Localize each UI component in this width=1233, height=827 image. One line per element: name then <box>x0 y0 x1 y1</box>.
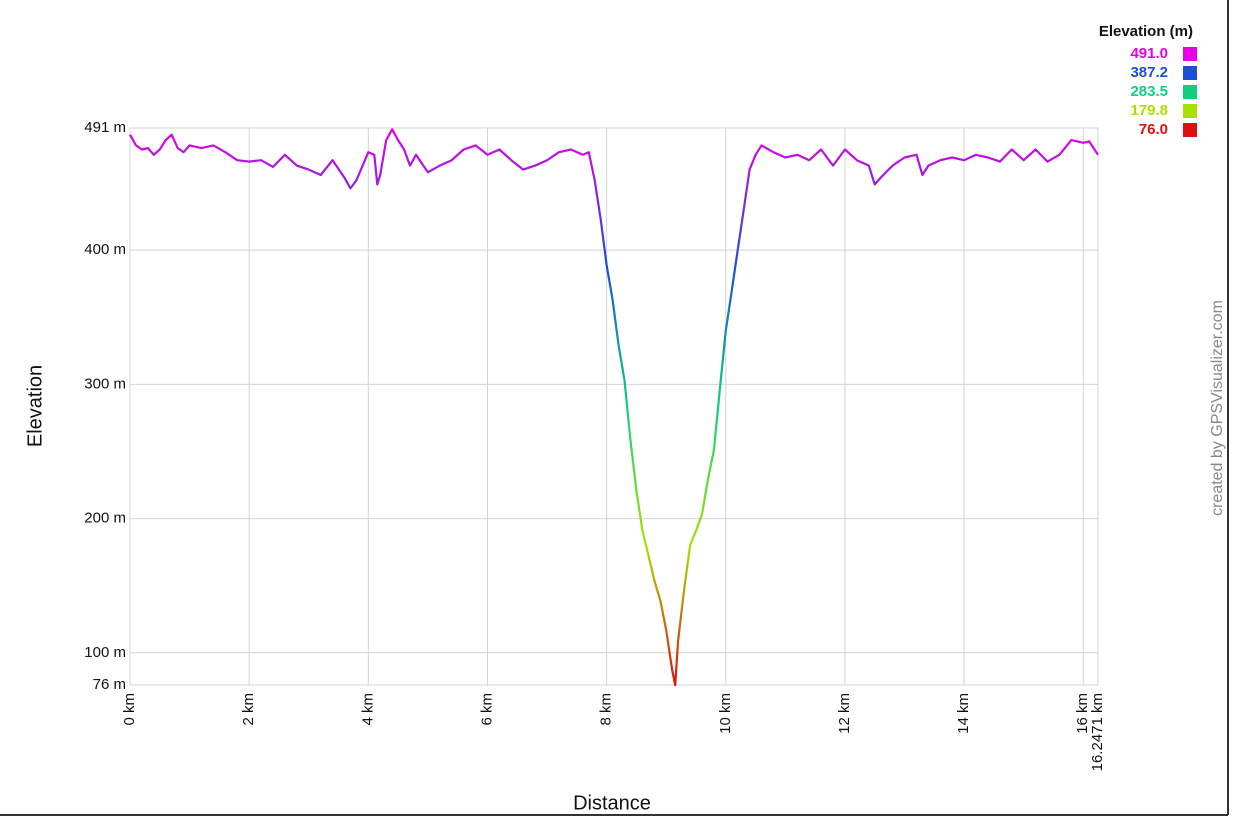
plot-frame <box>129 127 1099 686</box>
x-tick-label: 12 km <box>836 693 853 734</box>
x-axis-label: Distance <box>573 792 651 814</box>
elevation-line <box>129 128 1099 687</box>
legend-swatch <box>1183 47 1197 61</box>
y-tick-label: 400 m <box>84 241 126 258</box>
y-tick-label: 100 m <box>84 644 126 661</box>
y-tick-label: 200 m <box>84 510 126 527</box>
legend-label: 283.5 <box>1130 83 1168 100</box>
x-tick-label: 14 km <box>955 693 972 734</box>
legend-swatch <box>1183 123 1197 137</box>
x-tick-label: 2 km <box>240 693 257 726</box>
legend-title: Elevation (m) <box>1099 23 1193 40</box>
y-tick-label: 300 m <box>84 375 126 392</box>
legend-label: 76.0 <box>1139 121 1168 138</box>
x-tick-label: 0 km <box>121 693 138 726</box>
legend-swatch <box>1183 85 1197 99</box>
credit: created by GPSVisualizer.com <box>1209 300 1226 516</box>
y-tick-label: 491 m <box>84 119 126 136</box>
x-tick-label: 16 km <box>1074 693 1091 734</box>
y-tick-label: 76 m <box>93 676 126 693</box>
legend-label: 179.8 <box>1130 102 1168 119</box>
legend-label: 387.2 <box>1130 64 1168 81</box>
y-axis-label: Elevation <box>24 365 46 447</box>
x-tick-label: 4 km <box>359 693 376 726</box>
legend-swatch <box>1183 66 1197 80</box>
legend-swatch <box>1183 104 1197 118</box>
x-tick-label: 16.2471 km <box>1089 693 1106 771</box>
x-tick-label: 10 km <box>717 693 734 734</box>
x-tick-label: 8 km <box>598 693 615 726</box>
x-tick-label: 6 km <box>478 693 495 726</box>
legend-label: 491.0 <box>1130 45 1168 62</box>
